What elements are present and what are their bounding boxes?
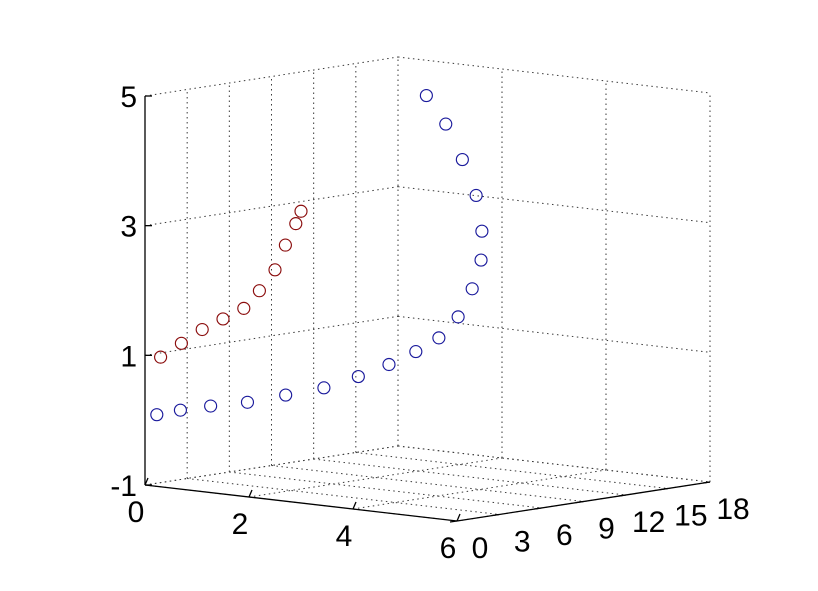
data-point: [474, 253, 488, 267]
data-point: [195, 322, 209, 337]
axis-lines: [144, 95, 711, 523]
floor-grid-line: [397, 445, 711, 483]
x-tick-label: 4: [336, 520, 353, 553]
y-tick-mark: [492, 513, 500, 517]
data-point: [317, 381, 331, 395]
x-tick-label: 2: [232, 508, 249, 541]
side-wall-grid-line: [397, 315, 711, 353]
data-point: [351, 370, 365, 384]
series-1-points: [150, 88, 489, 422]
data-point: [419, 88, 433, 103]
data-point: [289, 217, 303, 231]
data-point: [279, 388, 293, 402]
y-tick-mark: [449, 520, 458, 523]
z-tick-label: -1: [110, 470, 137, 503]
y-tick-label: 0: [472, 532, 489, 565]
x-tick-mark: [144, 477, 149, 486]
y-tick-label: 12: [632, 506, 665, 539]
data-point: [216, 312, 230, 326]
series-2-points: [154, 204, 308, 364]
data-point: [173, 403, 187, 417]
y-tick-label: 6: [556, 519, 573, 552]
data-point: [409, 345, 423, 359]
y-tick-label: 15: [674, 500, 707, 533]
data-point: [475, 224, 489, 238]
y-tick-mark: [534, 507, 542, 510]
data-point: [150, 408, 164, 422]
data-point: [278, 238, 292, 252]
floor-grid-line: [271, 465, 584, 502]
y-tick-mark: [702, 481, 711, 484]
data-point: [439, 117, 453, 131]
data-point: [455, 152, 469, 167]
x-tick-mark: [352, 501, 357, 510]
z-tick-label: 1: [120, 340, 137, 373]
data-point: [465, 282, 479, 296]
data-point: [469, 188, 483, 203]
data-point: [382, 357, 396, 372]
floor-grid-line: [355, 452, 668, 489]
floor-grid-line: [313, 458, 626, 496]
x-tick-mark: [456, 513, 461, 522]
data-point: [154, 350, 168, 364]
y-tick-label: 9: [598, 513, 615, 546]
x-tick-label: 6: [440, 532, 457, 565]
data-point: [174, 336, 188, 350]
z-tick-label: 3: [120, 211, 137, 244]
side-wall-grid-line: [397, 56, 711, 94]
floor-grid-line: [248, 457, 503, 498]
side-wall-grid-line: [397, 445, 711, 483]
data-point: [204, 399, 218, 413]
z-tick-label: 5: [120, 81, 137, 114]
y-tick-label: 18: [716, 493, 749, 526]
floor-grid-line: [352, 469, 607, 510]
data-points: [150, 88, 489, 422]
data-point: [451, 310, 465, 324]
floor-grid-line: [229, 471, 542, 509]
x-tick-label: 0: [128, 496, 145, 529]
y-tick-mark: [576, 500, 584, 504]
grid-lines: [144, 56, 711, 522]
data-point: [268, 263, 282, 277]
data-point: [252, 284, 266, 298]
x-tick-mark: [248, 489, 253, 498]
y-tick-label: 3: [514, 526, 531, 559]
data-point: [294, 204, 308, 218]
x-axis-line: [144, 484, 458, 522]
data-point: [237, 301, 251, 315]
data-point: [432, 331, 446, 345]
side-wall-grid-line: [397, 186, 711, 224]
data-point: [240, 395, 255, 409]
y-tick-mark: [618, 494, 626, 497]
y-tick-mark: [660, 487, 668, 491]
